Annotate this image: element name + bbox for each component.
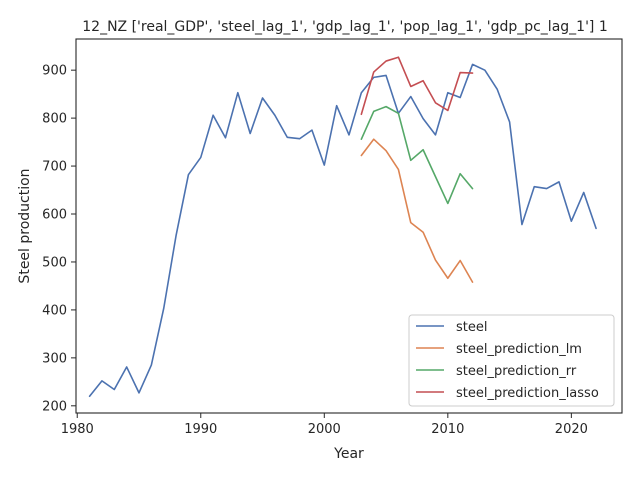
y-tick-label: 700: [42, 160, 67, 175]
x-axis-label: Year: [333, 446, 364, 462]
y-tick-label: 200: [42, 399, 67, 414]
legend-label: steel_prediction_lasso: [456, 386, 599, 401]
x-tick-label: 2000: [308, 422, 341, 437]
series-line-steel-prediction-lm: [360, 138, 474, 283]
y-axis-ticks: 200 300 400 500 600 700 800 900: [42, 64, 76, 414]
series-line-steel-prediction-rr: [360, 105, 474, 205]
series-layer: [88, 56, 597, 398]
legend-label: steel_prediction_rr: [456, 364, 577, 379]
x-tick-label: 2020: [555, 422, 588, 437]
y-tick-label: 900: [42, 64, 67, 79]
y-tick-label: 400: [42, 303, 67, 318]
series-line-steel-prediction-lasso: [360, 56, 474, 116]
x-tick-label: 1990: [184, 422, 217, 437]
legend-box: [408, 314, 615, 407]
x-tick-label: 2010: [431, 422, 464, 437]
legend-label: steel: [456, 320, 487, 335]
plot-frame: [75, 38, 623, 414]
x-tick-label: 1980: [61, 422, 94, 437]
series-line-steel: [88, 63, 597, 398]
y-tick-label: 500: [42, 255, 67, 270]
y-tick-label: 600: [42, 208, 67, 223]
legend-label: steel_prediction_lm: [456, 342, 582, 357]
y-tick-label: 300: [42, 351, 67, 366]
x-axis-ticks: 1980 1990 2000 2010 2020: [61, 413, 588, 437]
chart-title: 12_NZ ['real_GDP', 'steel_lag_1', 'gdp_l…: [82, 19, 608, 35]
legend: steel steel_prediction_lm steel_prediction…: [408, 314, 615, 407]
legend-items: steel steel_prediction_lm steel_prediction…: [416, 320, 599, 401]
y-tick-label: 800: [42, 112, 67, 127]
y-axis-label: Steel production: [17, 168, 33, 283]
